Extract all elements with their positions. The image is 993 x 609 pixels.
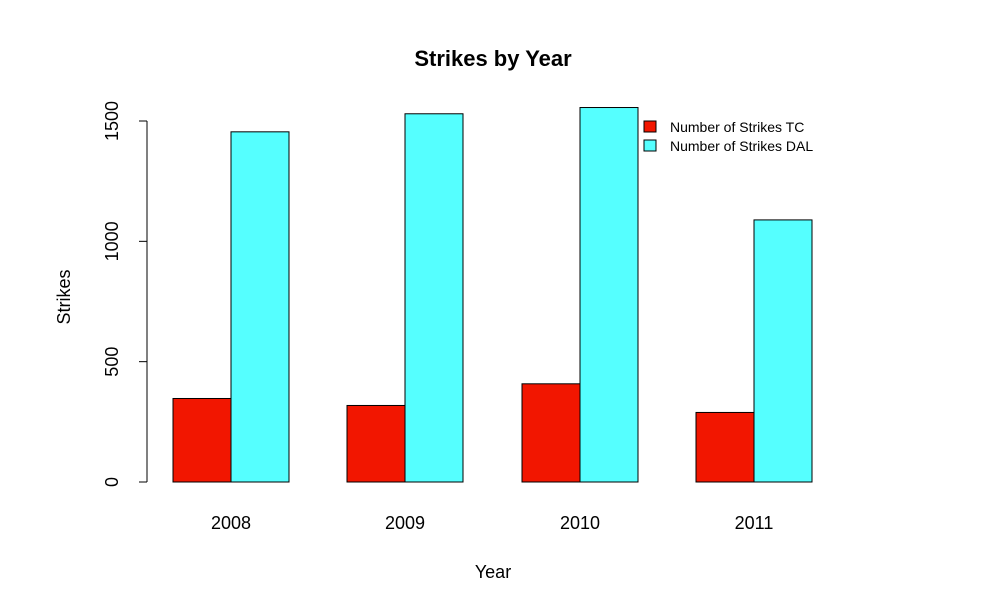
legend-label: Number of Strikes TC	[670, 119, 804, 135]
bar-2008-series-0	[172, 397, 232, 483]
bar-2008-series-1	[230, 131, 290, 483]
bar-2010-series-1	[579, 107, 639, 483]
bar-2011-series-1	[753, 219, 813, 483]
x-tick-labels: 2008 2009 2010 2011	[211, 513, 773, 533]
legend-label: Number of Strikes DAL	[670, 138, 813, 154]
bar-2010-series-0	[521, 383, 581, 483]
y-tick-label: 1000	[102, 221, 122, 261]
x-axis-label: Year	[475, 562, 511, 582]
chart-title: Strikes by Year	[414, 46, 572, 71]
y-tick-label: 0	[102, 477, 122, 487]
legend-swatch	[643, 139, 657, 152]
y-tick-label: 1500	[102, 101, 122, 141]
legend-swatch	[643, 120, 657, 133]
bar-2011-series-0	[695, 411, 755, 483]
bar-2009-series-1	[404, 113, 464, 483]
y-axis-label: Strikes	[54, 269, 74, 324]
y-tick-label: 500	[102, 347, 122, 377]
x-tick-label: 2009	[385, 513, 425, 533]
bar-2009-series-0	[346, 404, 406, 483]
y-axis: 0 500 1000 1500	[102, 101, 148, 487]
x-tick-label: 2008	[211, 513, 251, 533]
bars-group	[172, 107, 813, 483]
legend: Number of Strikes TC Number of Strikes DA…	[643, 119, 813, 154]
x-tick-label: 2011	[735, 513, 774, 533]
x-tick-label: 2010	[560, 513, 600, 533]
